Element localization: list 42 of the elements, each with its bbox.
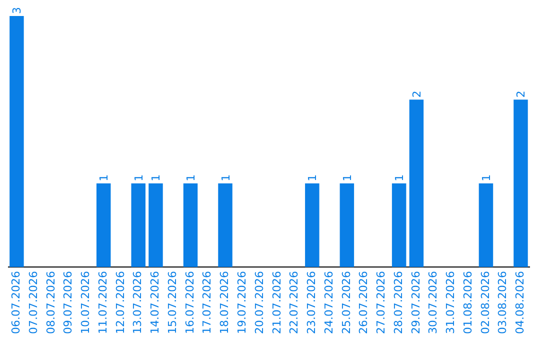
x-tick-label: 30.07.2026 [426,271,440,334]
x-tick-label: 04.08.2026 [514,271,527,334]
x-tick-label: 14.07.2026 [148,271,162,334]
x-tick-label: 11.07.2026 [96,271,110,334]
x-tick-label: 12.07.2026 [114,271,127,334]
x-tick-label: 01.08.2026 [461,271,474,334]
x-tick-label: 20.07.2026 [252,271,266,334]
data-label: 1 [340,174,354,182]
x-tick-label: 22.07.2026 [288,271,301,334]
x-tick-label: 02.08.2026 [478,271,492,334]
x-tick-label: 08.07.2026 [44,271,58,334]
x-tick-label: 26.07.2026 [357,271,370,334]
x-tick-label: 28.07.2026 [392,271,405,334]
x-tick-label: 03.08.2026 [496,271,510,334]
data-label: 1 [184,174,198,182]
x-tick-label: 09.07.2026 [62,271,75,334]
x-tick-label: 23.07.2026 [305,271,318,334]
data-label: 1 [393,174,406,182]
x-tick-label: 24.07.2026 [322,271,336,334]
x-tick-label: 17.07.2026 [200,271,214,334]
x-tick-label: 29.07.2026 [409,271,422,334]
data-label: 2 [410,90,424,98]
x-tick-label: 16.07.2026 [183,271,196,334]
x-tick-label: 25.07.2026 [340,271,353,334]
x-tick-label: 13.07.2026 [131,271,144,334]
x-tick-label: 18.07.2026 [218,271,232,334]
data-label: 1 [306,174,320,182]
x-tick-label: 15.07.2026 [166,271,179,334]
data-label: 1 [132,174,146,182]
x-tick-label: 06.07.2026 [10,271,23,334]
x-tick-label: 21.07.2026 [270,271,284,334]
data-label: 1 [219,174,232,182]
data-label: 1 [150,174,163,182]
data-label: 2 [514,90,528,98]
data-label: 1 [480,174,493,182]
x-tick-label: 31.07.2026 [444,271,458,334]
data-label: 1 [98,174,111,182]
x-tick-label: 07.07.2026 [26,271,40,334]
x-tick-label: 19.07.2026 [236,271,248,334]
data-label: 3 [10,7,24,14]
x-tick-label: 27.07.2026 [374,271,388,334]
x-tick-label: 10.07.2026 [79,271,92,334]
